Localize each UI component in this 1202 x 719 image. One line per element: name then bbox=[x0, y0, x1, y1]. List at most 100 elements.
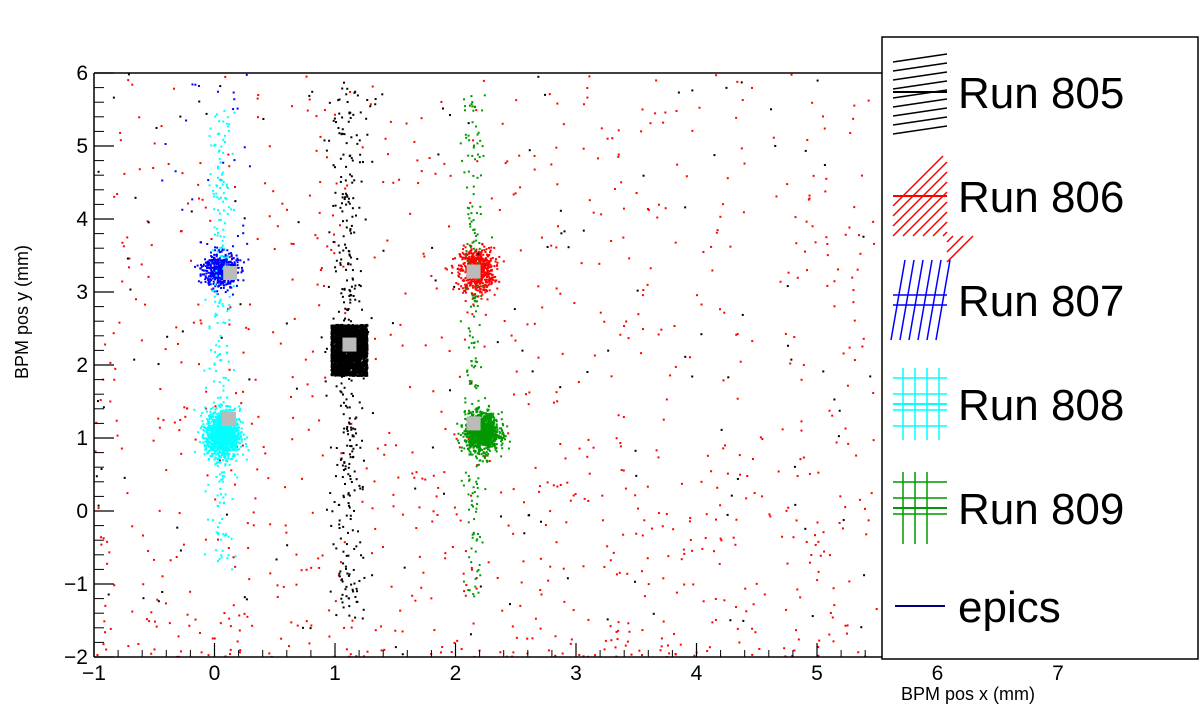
point-run-805 bbox=[634, 449, 637, 452]
point-run-806 bbox=[485, 285, 488, 288]
point-run-806 bbox=[657, 512, 660, 515]
point-run-806 bbox=[440, 410, 443, 413]
point-run-806 bbox=[450, 264, 453, 267]
point-run-806 bbox=[401, 630, 404, 633]
point-run-805 bbox=[350, 256, 353, 259]
point-run-806 bbox=[319, 135, 322, 138]
point-run-805 bbox=[347, 250, 350, 253]
point-run-805 bbox=[336, 336, 339, 339]
point-run-805 bbox=[360, 347, 363, 350]
point-run-805 bbox=[176, 526, 179, 529]
point-run-805 bbox=[364, 367, 367, 370]
point-run-806 bbox=[667, 555, 670, 558]
point-run-806 bbox=[726, 177, 729, 180]
point-run-805 bbox=[381, 93, 384, 96]
point-run-805 bbox=[342, 371, 345, 374]
point-run-806 bbox=[268, 215, 271, 218]
point-run-806 bbox=[785, 509, 788, 512]
point-run-805 bbox=[340, 258, 343, 261]
point-run-806 bbox=[365, 467, 368, 470]
point-run-805 bbox=[348, 329, 351, 332]
point-run-806 bbox=[711, 621, 714, 624]
point-run-806 bbox=[470, 382, 473, 385]
point-run-806 bbox=[592, 211, 595, 214]
point-run-805 bbox=[331, 360, 334, 363]
point-run-806 bbox=[620, 469, 623, 472]
point-run-806 bbox=[873, 242, 876, 245]
point-run-807 bbox=[218, 257, 221, 260]
point-run-806 bbox=[711, 269, 714, 272]
point-run-806 bbox=[470, 292, 473, 295]
point-run-806 bbox=[816, 579, 819, 582]
point-run-806 bbox=[409, 386, 412, 389]
point-run-806 bbox=[468, 284, 471, 287]
point-run-806 bbox=[486, 261, 489, 264]
point-run-806 bbox=[745, 497, 748, 500]
point-run-806 bbox=[814, 543, 817, 546]
point-run-805 bbox=[345, 357, 348, 360]
point-run-805 bbox=[346, 366, 349, 369]
point-run-806 bbox=[232, 556, 235, 559]
point-run-806 bbox=[487, 278, 490, 281]
point-run-806 bbox=[483, 345, 486, 348]
point-run-805 bbox=[340, 579, 343, 582]
point-run-806 bbox=[482, 262, 485, 265]
point-run-806 bbox=[739, 473, 742, 476]
point-run-806 bbox=[138, 116, 141, 119]
point-run-805 bbox=[365, 371, 368, 374]
point-run-806 bbox=[718, 562, 721, 565]
point-run-806 bbox=[458, 446, 461, 449]
point-run-806 bbox=[421, 477, 424, 480]
point-run-805 bbox=[333, 367, 336, 370]
point-run-806 bbox=[383, 648, 386, 651]
point-run-806 bbox=[160, 125, 163, 128]
point-run-807 bbox=[210, 255, 213, 258]
point-run-806 bbox=[732, 536, 735, 539]
point-run-806 bbox=[165, 469, 168, 472]
point-run-806 bbox=[246, 615, 249, 618]
point-run-805 bbox=[357, 366, 360, 369]
point-run-806 bbox=[314, 234, 317, 237]
point-run-806 bbox=[236, 640, 239, 643]
point-run-805 bbox=[338, 326, 341, 329]
point-run-805 bbox=[330, 365, 333, 368]
point-run-806 bbox=[295, 583, 298, 586]
point-run-806 bbox=[753, 491, 756, 494]
point-run-805 bbox=[347, 492, 350, 495]
point-run-806 bbox=[475, 254, 478, 257]
point-run-805 bbox=[340, 341, 343, 344]
point-run-805 bbox=[351, 360, 354, 363]
point-run-806 bbox=[832, 640, 835, 643]
point-run-806 bbox=[488, 253, 491, 256]
point-run-806 bbox=[420, 170, 423, 173]
point-run-806 bbox=[343, 541, 346, 544]
point-run-806 bbox=[104, 631, 107, 634]
point-run-806 bbox=[455, 513, 458, 516]
point-run-805 bbox=[347, 502, 350, 505]
point-run-805 bbox=[198, 100, 201, 103]
point-run-806 bbox=[797, 638, 800, 641]
point-run-806 bbox=[662, 620, 665, 623]
point-run-805 bbox=[358, 370, 361, 373]
point-run-807 bbox=[233, 261, 236, 264]
point-run-806 bbox=[604, 639, 607, 642]
point-run-806 bbox=[484, 250, 487, 253]
point-run-805 bbox=[347, 473, 350, 476]
point-run-805 bbox=[348, 367, 351, 370]
point-run-805 bbox=[360, 330, 363, 333]
point-run-805 bbox=[355, 346, 358, 349]
point-run-805 bbox=[354, 358, 357, 361]
point-run-805 bbox=[348, 370, 351, 373]
point-run-805 bbox=[349, 293, 352, 296]
point-run-806 bbox=[331, 214, 334, 217]
point-run-806 bbox=[485, 278, 488, 281]
point-run-806 bbox=[619, 445, 622, 448]
point-run-806 bbox=[833, 280, 836, 283]
point-run-806 bbox=[620, 181, 623, 184]
point-run-806 bbox=[456, 639, 459, 642]
point-run-807 bbox=[227, 263, 230, 266]
point-run-806 bbox=[228, 368, 231, 371]
point-run-807 bbox=[224, 253, 227, 256]
point-run-806 bbox=[116, 434, 119, 437]
point-run-806 bbox=[164, 602, 167, 605]
